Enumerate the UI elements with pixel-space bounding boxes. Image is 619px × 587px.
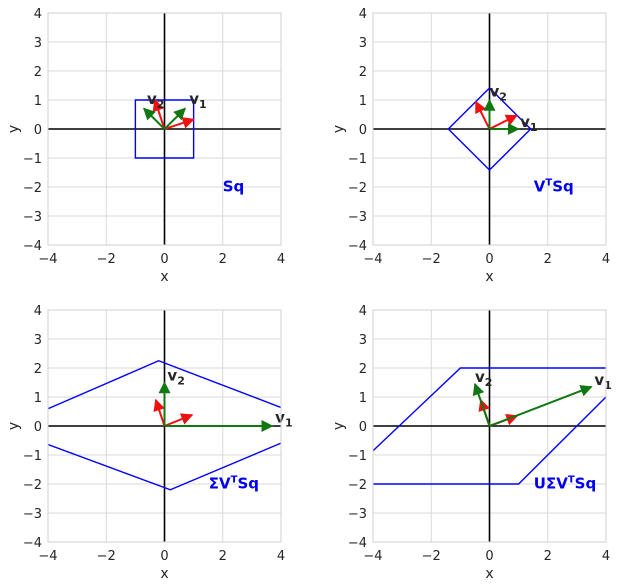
y-tick-label: 1 [359,94,367,109]
plot-frame [47,12,282,246]
x-tick-label: 2 [544,252,552,267]
y-tick-label: 3 [34,333,42,348]
x-tick-label: −2 [422,549,441,564]
red-arrow-2 [474,100,491,130]
y-tick-label: −4 [23,239,42,254]
y-tick-label: 4 [359,304,367,319]
x-tick-label: 2 [544,549,552,564]
transformed-shape [447,87,532,171]
x-tick-label: −4 [363,252,382,267]
red-arrow-1 [164,117,195,130]
panel-label: VTSq [534,178,574,196]
y-tick-label: −4 [348,536,367,551]
green-arrow-v2 [143,107,166,130]
y-tick-label: 2 [34,362,42,377]
y-tick-label: 3 [359,36,367,51]
plot-frame [47,309,282,543]
y-axis-label: y [331,422,347,430]
y-tick-label: 4 [34,304,42,319]
y-tick-label: −1 [348,449,367,464]
y-tick-label: 3 [34,36,42,51]
x-axis-label: x [485,269,493,285]
plot-frame [372,12,607,246]
y-tick-label: −4 [348,239,367,254]
green-arrow-v1 [163,107,186,130]
x-tick-label: 2 [219,549,227,564]
y-axis-label: y [6,422,22,430]
x-tick-label: −2 [97,549,116,564]
vector-label-1: v1 [520,113,537,134]
x-axis-label: x [160,566,168,582]
transformed-shape [48,359,281,491]
y-tick-label: 1 [34,391,42,406]
y-tick-label: −1 [23,449,42,464]
y-tick-label: 1 [34,94,42,109]
panel-2: v1 v2 −4 −2 0 2 4 −4 −3 −2 −1 0 1 2 3 4 x y VTSq [331,7,610,285]
x-tick-label: −2 [422,252,441,267]
x-axis-label: x [160,269,168,285]
y-axis-label: y [6,125,22,133]
y-tick-label: −2 [348,181,367,196]
x-tick-label: −2 [97,252,116,267]
y-tick-label: 4 [359,7,367,22]
y-tick-label: 4 [34,7,42,22]
y-tick-label: 0 [34,123,42,138]
y-tick-label: −3 [348,210,367,225]
x-tick-label: 0 [485,549,493,564]
y-tick-label: −2 [348,478,367,493]
y-tick-label: −3 [23,507,42,522]
y-tick-label: 0 [359,420,367,435]
y-tick-label: 3 [359,333,367,348]
vector-label-2: v2 [490,83,507,104]
y-tick-label: −3 [348,507,367,522]
x-axis-label: x [485,566,493,582]
x-tick-label: 0 [160,549,168,564]
x-tick-label: −4 [363,549,382,564]
x-tick-label: −4 [38,252,57,267]
red-arrow-1 [489,114,518,130]
y-tick-label: −1 [348,152,367,167]
green-arrow-v2 [472,382,491,427]
y-tick-label: −1 [23,152,42,167]
panel-label: UΣVTSq [534,475,596,493]
y-tick-label: 2 [359,362,367,377]
x-tick-label: 4 [277,252,285,267]
vector-label-1: v1 [189,90,206,111]
y-tick-label: −3 [23,210,42,225]
vector-label-2: v2 [147,90,164,111]
y-tick-label: 1 [359,391,367,406]
y-axis-label: y [331,125,347,133]
y-tick-label: 0 [34,420,42,435]
x-tick-label: 0 [160,252,168,267]
panel-1: v1 v2 −4 −2 0 2 4 −4 −3 −2 −1 0 1 2 3 4 x y Sq [6,7,285,285]
red-arrow-1 [164,413,194,427]
y-tick-label: 2 [359,65,367,80]
red-arrow-2 [152,98,166,130]
y-tick-label: −4 [23,536,42,551]
green-arrow-v1 [489,385,593,427]
plot-frame [372,309,607,543]
panel-label: ΣVTSq [209,475,259,493]
x-tick-label: 4 [277,549,285,564]
vector-label-1: v1 [594,371,611,392]
vector-label-1: v1 [275,409,292,430]
x-tick-label: 4 [602,549,610,564]
x-tick-label: 0 [485,252,493,267]
y-tick-label: 0 [359,123,367,138]
red-arrow-2 [153,398,166,427]
panel-label: Sq [223,178,245,196]
x-tick-label: 4 [602,252,610,267]
y-tick-label: −2 [23,478,42,493]
x-tick-label: −4 [38,549,57,564]
y-tick-label: −2 [23,181,42,196]
transformed-shape [373,367,606,485]
x-tick-label: 2 [219,252,227,267]
y-tick-label: 2 [34,65,42,80]
